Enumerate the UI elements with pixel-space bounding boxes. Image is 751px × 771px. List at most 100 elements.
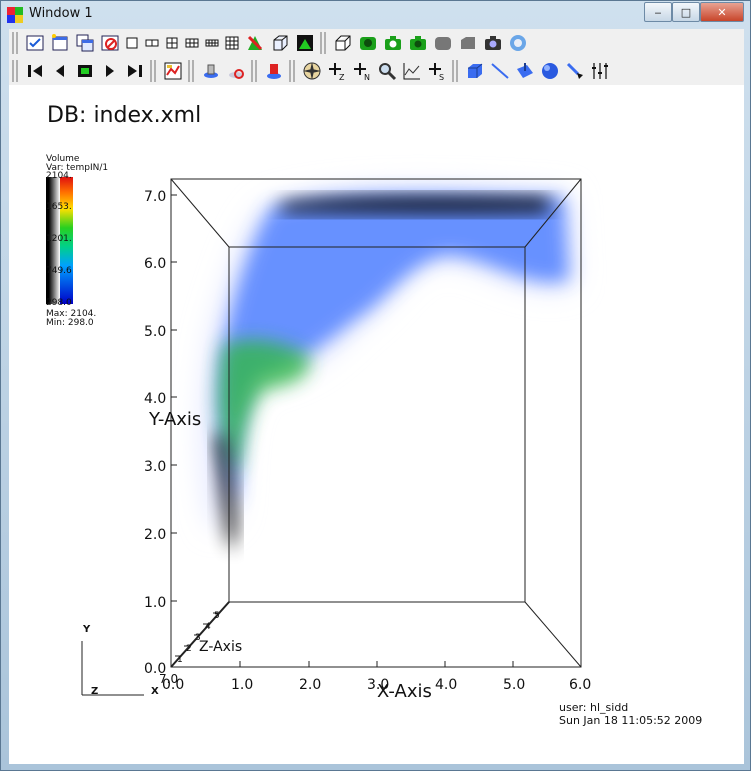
new-window-icon[interactable] <box>49 33 70 54</box>
first-frame-icon[interactable] <box>24 61 45 82</box>
svg-text:Z: Z <box>339 73 345 81</box>
line-tool-icon[interactable] <box>489 61 510 82</box>
lock-view-icon[interactable] <box>357 33 378 54</box>
redo-view-icon[interactable] <box>457 33 478 54</box>
spreadsheet-pick-icon[interactable]: S <box>426 61 447 82</box>
reverse-play-icon[interactable] <box>49 61 70 82</box>
maximize-button[interactable]: □ <box>672 2 700 22</box>
draw-plots-icon[interactable] <box>200 61 221 82</box>
toolbar-main <box>9 29 744 57</box>
y-tick-label: 1.0 <box>144 595 166 611</box>
toolbar-grip[interactable] <box>289 60 295 82</box>
legend-variable: Var: tempIN/1 <box>46 163 109 173</box>
toolbar-grip[interactable] <box>251 60 257 82</box>
z-tick-label: 4 <box>205 622 211 632</box>
navigate-icon[interactable] <box>301 61 322 82</box>
axis-restrict-icon[interactable] <box>589 61 610 82</box>
y-tick-label: 5.0 <box>144 324 166 340</box>
box-outline-icon[interactable] <box>269 33 290 54</box>
pick-icon[interactable] <box>507 33 528 54</box>
volume-dark-edge-top <box>281 195 549 214</box>
layout-2x2-icon[interactable] <box>164 33 180 54</box>
annotation-footer: user: hl_sidd Sun Jan 18 11:05:52 2009 <box>559 701 702 727</box>
stop-icon[interactable] <box>74 61 95 82</box>
sphere-tool-icon[interactable] <box>539 61 560 82</box>
svg-text:N: N <box>364 73 370 81</box>
toolbar-grip[interactable] <box>12 32 18 54</box>
legend-plot-type: Volume <box>46 154 80 164</box>
triad-z-label: Z <box>91 686 98 697</box>
volume-dark-edge-left <box>214 435 237 549</box>
database-title: DB: index.xml <box>47 103 202 128</box>
x-tick-label: 0.0 <box>162 677 184 693</box>
last-frame-icon[interactable] <box>124 61 145 82</box>
x-tick-label: 5.0 <box>503 677 525 693</box>
legend-tick: 749.6 <box>46 266 72 276</box>
triad-y-label: Y <box>82 624 91 635</box>
copy-window-icon[interactable] <box>74 33 95 54</box>
legend-color-bar <box>60 177 73 304</box>
x-tick-label: 3.0 <box>367 677 389 693</box>
toolbar-grip[interactable] <box>150 60 156 82</box>
lineout-icon[interactable] <box>401 61 422 82</box>
legend-opacity-ramp <box>46 177 60 304</box>
camera-lock-icon[interactable] <box>382 33 403 54</box>
undo-view-icon[interactable] <box>432 33 453 54</box>
date-label: Sun Jan 18 11:05:52 2009 <box>559 714 703 727</box>
close-button[interactable]: ✕ <box>700 2 744 22</box>
legend-tick: 298.0 <box>46 298 72 308</box>
play-icon[interactable] <box>99 61 120 82</box>
y-axis: 0.0 1.0 2.0 3.0 4.0 5.0 6.0 7.0 Y-Axis <box>144 179 201 677</box>
z-tick-label: 1 <box>177 655 183 665</box>
toolbar-grip[interactable] <box>320 32 326 54</box>
point-tool-icon[interactable] <box>564 61 585 82</box>
camera-icon[interactable] <box>407 33 428 54</box>
zoom-icon[interactable] <box>376 61 397 82</box>
toolbar-animation: Z N S <box>9 57 744 86</box>
y-tick-label: 7.0 <box>144 189 166 205</box>
z-tick-label: 7.0 <box>159 672 178 686</box>
node-pick-icon[interactable]: N <box>351 61 372 82</box>
save-image-icon[interactable] <box>482 33 503 54</box>
z-axis: 7.0 1 2 3 4 5 Z-Axis <box>159 601 242 686</box>
volume-render <box>202 188 574 549</box>
z-axis-title: Z-Axis <box>199 639 242 655</box>
active-window-icon[interactable] <box>24 33 45 54</box>
y-tick-label: 4.0 <box>144 391 166 407</box>
legend-tick: 1653. <box>46 202 72 212</box>
layout-1x1-icon[interactable] <box>124 33 140 54</box>
layout-2x3-icon[interactable] <box>184 33 200 54</box>
plot-list-icon[interactable] <box>162 61 183 82</box>
toolbar-grip[interactable] <box>12 60 18 82</box>
spin-mode-icon[interactable] <box>294 33 315 54</box>
layout-1x2-icon[interactable] <box>144 33 160 54</box>
x-tick-label: 4.0 <box>435 677 457 693</box>
z-tick-label: 5 <box>214 611 220 621</box>
window-title: Window 1 <box>29 6 93 21</box>
toolbar-grip[interactable] <box>452 60 458 82</box>
layout-2x4-icon[interactable] <box>204 33 220 54</box>
z-tick-label: 3 <box>195 633 201 643</box>
legend-min: Min: 298.0 <box>46 318 94 328</box>
y-tick-label: 3.0 <box>144 459 166 475</box>
title-bar[interactable]: Window 1 ‒ □ ✕ <box>1 1 750 29</box>
clear-plots-icon[interactable] <box>225 61 246 82</box>
view-cube-icon[interactable] <box>332 33 353 54</box>
toolbar-grip[interactable] <box>188 60 194 82</box>
invert-background-icon[interactable] <box>244 33 265 54</box>
vis-viewport[interactable]: DB: index.xml Volume Var: tempIN/1 2104.… <box>9 85 744 764</box>
zone-pick-icon[interactable]: Z <box>326 61 347 82</box>
x-tick-label: 6.0 <box>569 677 591 693</box>
box-tool-icon[interactable] <box>464 61 485 82</box>
svg-text:S: S <box>439 73 444 81</box>
clear-window-icon[interactable] <box>99 33 120 54</box>
delete-plot-icon[interactable] <box>263 61 284 82</box>
plane-tool-icon[interactable] <box>514 61 535 82</box>
volume-blue-region <box>218 193 570 505</box>
volume-green-region <box>218 339 310 475</box>
user-label: user: hl_sidd <box>559 701 629 714</box>
layout-3x3-icon[interactable] <box>224 33 240 54</box>
minimize-button[interactable]: ‒ <box>644 2 672 22</box>
x-axis: 0.0 1.0 2.0 3.0 4.0 5.0 6.0 X-Axis <box>162 661 591 702</box>
